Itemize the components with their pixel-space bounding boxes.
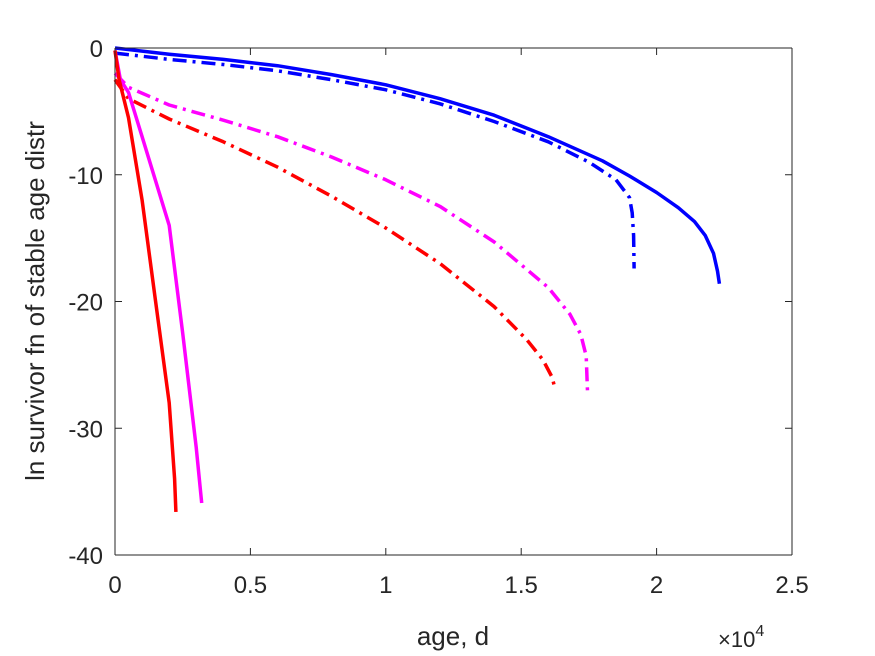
series-line-5 <box>113 50 204 504</box>
series-line-4 <box>113 78 557 390</box>
x-tick-label: 1.5 <box>505 572 538 599</box>
x-axis-exponent-base: ×10 <box>718 627 755 652</box>
y-tick-label: 0 <box>90 36 103 63</box>
series-line-1 <box>114 46 722 285</box>
plot-area <box>115 48 792 555</box>
y-axis-title: ln survivor fn of stable age distr <box>20 121 50 481</box>
x-axis-title: age, d <box>417 621 489 651</box>
y-tick-label: -30 <box>68 416 103 443</box>
ticks-layer: 0 0.5 1 1.5 2 2.5 0 -10 -20 -30 -40 <box>68 36 808 599</box>
y-tick-label: -40 <box>68 543 103 570</box>
x-axis-exponent: ×104 <box>718 623 764 652</box>
series-line-6 <box>113 50 178 512</box>
x-tick-label: 2.5 <box>775 572 808 599</box>
x-axis-exponent-power: 4 <box>755 623 764 640</box>
series-line-2 <box>114 51 636 269</box>
x-tick-label: 0.5 <box>234 572 267 599</box>
x-tick-label: 1 <box>379 572 392 599</box>
x-tick-label: 2 <box>650 572 663 599</box>
x-tick-label: 0 <box>108 572 121 599</box>
y-tick-label: -20 <box>68 290 103 317</box>
series-line-3 <box>113 72 590 392</box>
y-tick-label: -10 <box>68 163 103 190</box>
series-layer <box>113 46 722 512</box>
